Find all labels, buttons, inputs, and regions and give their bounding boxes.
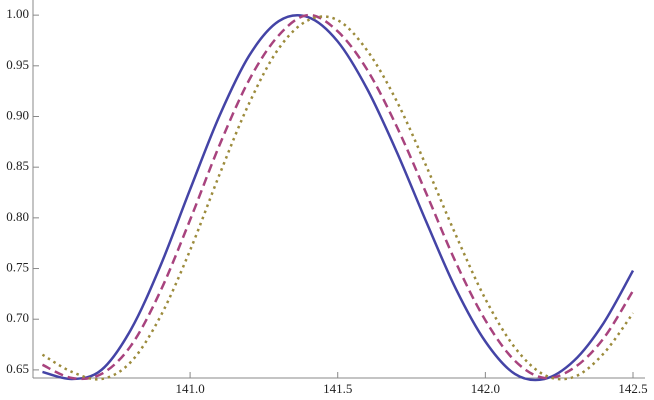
- y-tick-label: 1.00: [6, 6, 29, 21]
- y-tick-label: 0.70: [6, 310, 29, 325]
- x-tick-label: 141.0: [175, 381, 204, 396]
- line-series: [42, 14, 635, 382]
- y-tick-label: 0.65: [6, 361, 29, 376]
- y-tick-label: 0.90: [6, 107, 29, 122]
- y-tick-label: 0.95: [6, 57, 29, 72]
- x-tick-label: 142.0: [471, 381, 500, 396]
- y-tick-label: 0.75: [6, 260, 29, 275]
- y-tick-label: 0.85: [6, 158, 29, 173]
- x-tick-label: 141.5: [323, 381, 352, 396]
- x-tick-label: 142.5: [618, 381, 647, 396]
- y-tick-label: 0.80: [6, 209, 29, 224]
- line-series: [41, 15, 635, 381]
- line-series: [41, 13, 635, 381]
